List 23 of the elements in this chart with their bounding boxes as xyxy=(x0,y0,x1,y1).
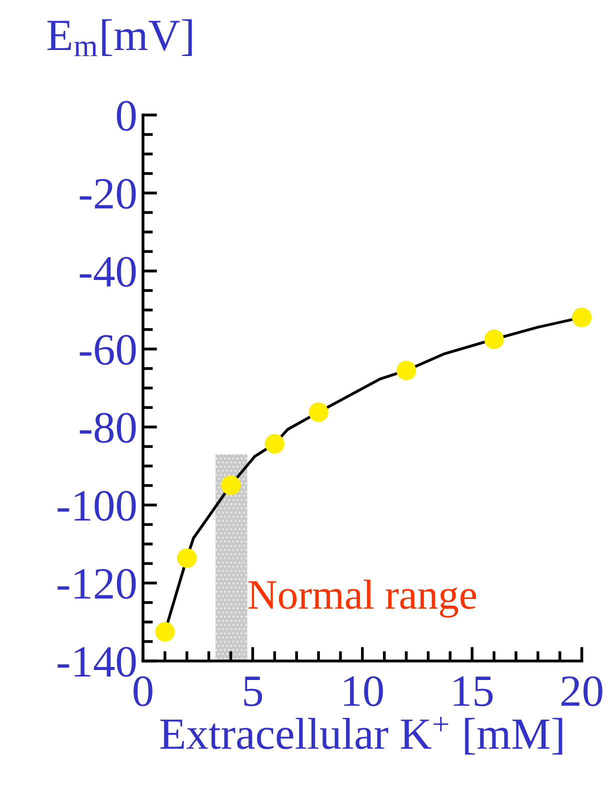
x-tick-label: 20 xyxy=(562,676,602,706)
point xyxy=(308,402,328,422)
y-tick-label: -40 xyxy=(80,256,136,287)
y-tick-label: 0 xyxy=(116,100,136,131)
y-tick-label: -100 xyxy=(58,490,136,521)
y-tick-label: -120 xyxy=(58,568,136,599)
x-axis-title: Extracellular K$^{+}$ [mM] xyxy=(160,716,562,755)
y-axis-title: E$_{m}$[mV] xyxy=(47,19,192,56)
point xyxy=(396,360,416,380)
x-tick-label: 5 xyxy=(244,676,262,706)
x-tick-label: 15 xyxy=(454,676,493,706)
x-tick-label: 10 xyxy=(344,676,383,706)
y-tick-label: -140 xyxy=(58,646,136,677)
y-tick-label: -80 xyxy=(80,412,136,443)
point xyxy=(177,548,197,568)
y-tick-label: -20 xyxy=(80,178,136,209)
point xyxy=(220,475,241,495)
point xyxy=(484,329,504,350)
point xyxy=(155,622,175,642)
y-tick-label: -60 xyxy=(80,334,136,365)
point xyxy=(572,308,592,328)
point xyxy=(264,434,284,454)
annotation: Normal range xyxy=(248,580,476,618)
